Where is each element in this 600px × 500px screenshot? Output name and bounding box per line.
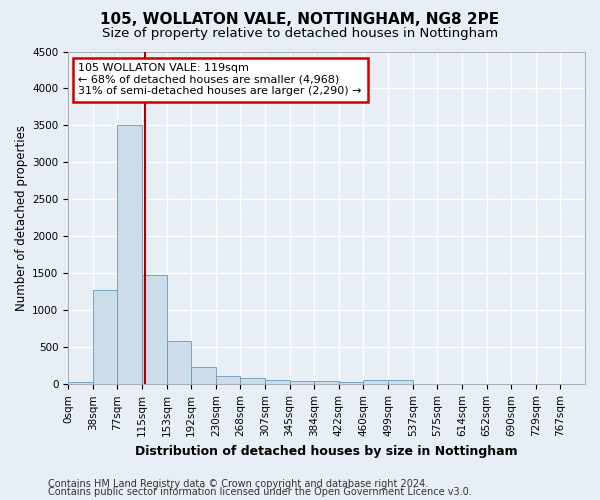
Bar (388, 380, 413, 384)
Bar (290, 380, 314, 384)
Bar (118, 126, 142, 384)
Text: Size of property relative to detached houses in Nottingham: Size of property relative to detached ho… (102, 28, 498, 40)
Y-axis label: Number of detached properties: Number of detached properties (15, 125, 28, 311)
Bar (314, 382, 339, 384)
Text: 105, WOLLATON VALE, NOTTINGHAM, NG8 2PE: 105, WOLLATON VALE, NOTTINGHAM, NG8 2PE (100, 12, 500, 28)
X-axis label: Distribution of detached houses by size in Nottingham: Distribution of detached houses by size … (135, 444, 518, 458)
Text: Contains HM Land Registry data © Crown copyright and database right 2024.: Contains HM Land Registry data © Crown c… (48, 479, 428, 489)
Text: 105 WOLLATON VALE: 119sqm
← 68% of detached houses are smaller (4,968)
31% of se: 105 WOLLATON VALE: 119sqm ← 68% of detac… (79, 63, 362, 96)
Text: Contains public sector information licensed under the Open Government Licence v3: Contains public sector information licen… (48, 487, 472, 497)
Bar (265, 380, 290, 384)
Bar (339, 382, 364, 384)
Bar (93, 290, 118, 384)
Bar (241, 378, 265, 384)
Bar (191, 366, 216, 384)
Bar (364, 380, 388, 384)
Bar (142, 275, 167, 384)
Bar (68, 382, 93, 384)
Bar (216, 376, 241, 384)
Bar (167, 342, 191, 384)
